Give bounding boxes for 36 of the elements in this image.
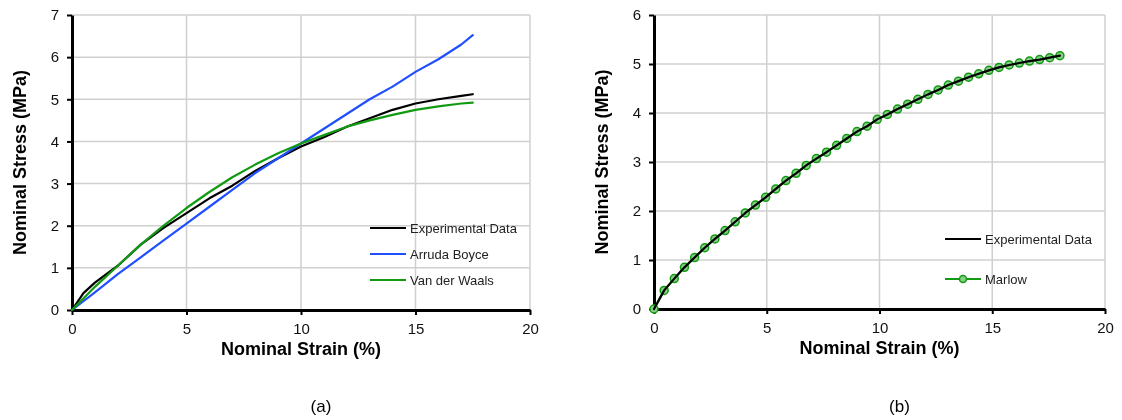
y-tick-label: 0 (50, 301, 59, 319)
x-tick-label: 0 (650, 318, 659, 336)
y-tick-label: 3 (632, 153, 641, 171)
y-tick-label: 4 (632, 104, 641, 122)
legend-label: Experimental Data (985, 232, 1093, 247)
x-axis-title: Nominal Strain (%) (220, 339, 382, 359)
x-tick-label: 10 (871, 318, 889, 336)
x-tick-label: 10 (293, 319, 310, 337)
y-tick-label: 0 (632, 300, 641, 318)
legend-label: Experimental Data (410, 221, 518, 236)
x-tick-label: 0 (68, 319, 77, 337)
y-tick-label: 6 (50, 48, 59, 66)
y-axis-title: Nominal Stress (MPa) (592, 69, 612, 255)
x-tick-label: 15 (984, 318, 1002, 336)
x-tick-label: 15 (407, 319, 425, 337)
x-tick-label: 5 (763, 318, 772, 336)
legend-label: Marlow (985, 272, 1028, 287)
legend-label: Arruda Boyce (410, 247, 489, 262)
x-tick-label: 20 (1097, 318, 1114, 336)
y-tick-label: 4 (50, 132, 59, 150)
y-tick-label: 5 (50, 90, 59, 108)
legend-label: Van der Waals (410, 273, 495, 288)
y-tick-label: 6 (632, 6, 641, 24)
y-tick-label: 5 (632, 55, 641, 73)
y-tick-label: 3 (50, 174, 59, 192)
x-tick-label: 20 (522, 319, 539, 337)
y-axis-title: Nominal Stress (MPa) (10, 69, 30, 256)
x-axis-title: Nominal Strain (%) (799, 338, 960, 358)
y-tick-label: 1 (632, 251, 641, 269)
x-tick-label: 5 (182, 319, 192, 337)
text: (b) (889, 397, 910, 416)
y-tick-label: 7 (50, 6, 59, 24)
text: (a) (310, 397, 332, 416)
y-tick-label: 1 (50, 259, 59, 277)
y-tick-label: 2 (632, 202, 641, 220)
y-tick-label: 2 (50, 217, 59, 235)
